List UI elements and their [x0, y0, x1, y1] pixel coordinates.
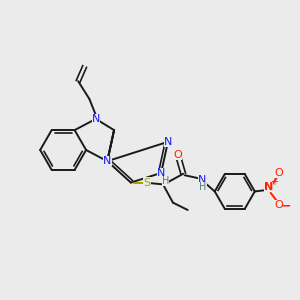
Text: +: + — [271, 177, 278, 187]
Text: O: O — [274, 200, 283, 210]
Text: H: H — [162, 176, 169, 186]
Text: O: O — [173, 150, 182, 160]
Text: N: N — [198, 175, 207, 185]
Text: N: N — [164, 137, 172, 147]
Text: S: S — [143, 178, 151, 188]
Text: N: N — [264, 182, 273, 192]
Text: O: O — [274, 168, 283, 178]
Text: N: N — [103, 156, 112, 166]
Text: N: N — [157, 168, 165, 178]
Text: N: N — [92, 114, 100, 124]
Text: H: H — [199, 182, 207, 192]
Text: −: − — [280, 200, 291, 212]
